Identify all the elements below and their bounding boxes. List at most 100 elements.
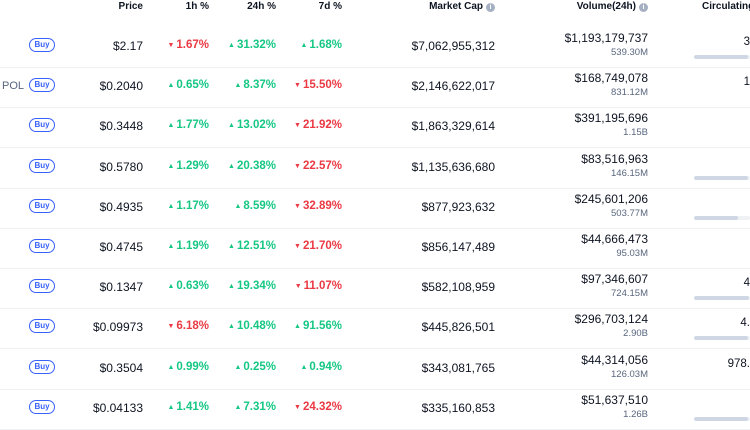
- caret-up-icon: ▲: [234, 363, 242, 371]
- market-cap-value: $856,147,489: [421, 240, 495, 254]
- info-icon[interactable]: i: [486, 3, 495, 12]
- volume-value[interactable]: $296,703,124: [574, 312, 648, 327]
- caret-up-icon: ▲: [234, 82, 242, 90]
- table-row[interactable]: Buy $2.17 ▼ 1.67% ▲ 31.32% ▲ 1.68% $7,062,955,31…: [0, 27, 750, 68]
- change-7d: ▼ 21.70%: [294, 240, 342, 252]
- table-header: Price 1h % 24h % 7d % Market Cap i Volume…: [0, 0, 750, 30]
- change-7d: ▼ 32.89%: [294, 199, 342, 212]
- buy-button[interactable]: Buy: [29, 118, 55, 133]
- coin-symbol: POL: [2, 80, 25, 93]
- buy-button[interactable]: Buy: [29, 319, 55, 334]
- market-cap-value: $445,826,501: [421, 320, 495, 335]
- supply-progress-fill: [694, 215, 738, 220]
- volume-sub-value: 126.03M: [611, 368, 648, 380]
- change-7d: ▼ 21.92%: [294, 119, 342, 132]
- caret-up-icon: ▲: [228, 323, 235, 331]
- price-value: $0.5780: [99, 159, 143, 174]
- circulating-supply-value: 3: [743, 36, 750, 48]
- caret-down-icon: ▼: [294, 162, 301, 170]
- market-cap-value: $1,135,636,680: [411, 159, 495, 174]
- change-24h: ▲ 8.59%: [234, 199, 276, 212]
- header-circulating-supply[interactable]: Circulating: [702, 1, 750, 12]
- volume-value[interactable]: $1,193,179,737: [564, 31, 648, 45]
- header-24h[interactable]: 24h %: [247, 1, 276, 12]
- table-row[interactable]: Buy $0.4935 ▲ 1.17% ▲ 8.59% ▼ 32.89% $877,923,63…: [0, 188, 750, 229]
- change-7d: ▲ 91.56%: [294, 320, 342, 333]
- caret-up-icon: ▲: [167, 82, 175, 90]
- buy-button[interactable]: Buy: [29, 198, 55, 213]
- caret-up-icon: ▲: [228, 162, 235, 170]
- supply-progress-bar: [694, 416, 750, 421]
- buy-button[interactable]: Buy: [29, 78, 55, 93]
- change-24h: ▲ 13.02%: [228, 119, 276, 132]
- buy-button[interactable]: Buy: [29, 359, 55, 374]
- table-row[interactable]: Buy $0.1347 ▲ 0.63% ▲ 19.34% ▼ 11.07% $582,108,9…: [0, 268, 750, 310]
- buy-button[interactable]: Buy: [29, 239, 55, 253]
- supply-progress-bar: [694, 296, 750, 301]
- table-row[interactable]: Buy $0.3504 ▲ 0.99% ▲ 0.25% ▲ 0.94% $343,081,765…: [0, 349, 750, 390]
- supply-progress-bar: [694, 215, 750, 220]
- change-7d: ▼ 15.50%: [294, 79, 342, 92]
- volume-value[interactable]: $44,314,056: [581, 352, 648, 367]
- buy-button[interactable]: Buy: [29, 399, 55, 414]
- table-row[interactable]: Buy $0.5780 ▲ 1.29% ▲ 20.38% ▼ 22.57% $1,135,636…: [0, 148, 750, 189]
- volume-sub-value: 724.15M: [611, 288, 648, 300]
- change-1h: ▲ 1.29%: [167, 159, 209, 172]
- table-row[interactable]: Buy $0.4745 ▲ 1.19% ▲ 12.51% ▼ 21.70% $856,147,4…: [0, 228, 750, 269]
- supply-progress-fill: [694, 416, 748, 421]
- info-icon[interactable]: i: [639, 3, 648, 12]
- buy-button[interactable]: Buy: [29, 279, 55, 294]
- market-cap-value: $582,108,959: [421, 280, 495, 295]
- supply-progress-fill: [694, 296, 749, 301]
- caret-up-icon: ▲: [167, 162, 175, 170]
- volume-value[interactable]: $83,516,963: [581, 151, 648, 166]
- change-24h: ▲ 12.51%: [228, 240, 276, 252]
- change-1h: ▲ 1.41%: [167, 400, 209, 413]
- change-7d: ▼ 24.32%: [294, 400, 342, 413]
- change-7d: ▲ 0.94%: [300, 360, 342, 373]
- header-1h[interactable]: 1h %: [185, 1, 209, 12]
- caret-up-icon: ▲: [228, 243, 235, 250]
- volume-value[interactable]: $245,601,206: [574, 191, 648, 206]
- volume-value[interactable]: $51,637,510: [581, 392, 648, 407]
- volume-sub-value: 539.30M: [611, 47, 648, 58]
- volume-value[interactable]: $97,346,607: [581, 272, 648, 287]
- change-24h: ▲ 19.34%: [228, 280, 276, 293]
- buy-button[interactable]: Buy: [29, 158, 55, 173]
- caret-up-icon: ▲: [167, 403, 175, 411]
- caret-down-icon: ▼: [167, 42, 175, 49]
- caret-up-icon: ▲: [294, 323, 301, 331]
- change-7d: ▼ 22.57%: [294, 159, 342, 172]
- price-value: $0.04133: [92, 400, 143, 415]
- header-price[interactable]: Price: [118, 1, 143, 12]
- price-value: $0.4935: [99, 199, 143, 214]
- circulating-supply-value: 4.: [740, 317, 750, 330]
- change-1h: ▲ 1.17%: [167, 199, 209, 212]
- change-1h: ▲ 0.63%: [167, 280, 209, 293]
- table-row[interactable]: Buy $0.04133 ▲ 1.41% ▲ 7.31% ▼ 24.32% $335,160,8…: [0, 389, 750, 430]
- volume-value[interactable]: $44,666,473: [581, 232, 648, 246]
- caret-down-icon: ▼: [294, 283, 302, 291]
- supply-progress-bar: [694, 175, 750, 180]
- header-volume[interactable]: Volume(24h) i: [520, 0, 648, 14]
- market-cap-value: $7,062,955,312: [411, 39, 495, 53]
- caret-up-icon: ▲: [300, 363, 308, 371]
- caret-up-icon: ▲: [167, 202, 175, 210]
- caret-up-icon: ▲: [228, 283, 235, 291]
- volume-value[interactable]: $168,749,078: [574, 71, 648, 86]
- volume-value[interactable]: $391,195,696: [574, 111, 648, 126]
- caret-up-icon: ▲: [234, 403, 242, 411]
- caret-down-icon: ▼: [294, 122, 301, 130]
- table-row[interactable]: Buy $0.09973 ▼ 6.18% ▲ 10.48% ▲ 91.56% $445,826,…: [0, 308, 750, 350]
- header-7d[interactable]: 7d %: [318, 1, 342, 12]
- buy-button[interactable]: Buy: [29, 38, 55, 52]
- table-row[interactable]: Buy $0.3448 ▲ 1.77% ▲ 13.02% ▼ 21.92% $1,863,329…: [0, 107, 750, 149]
- caret-down-icon: ▼: [167, 323, 175, 331]
- market-cap-value: $343,081,765: [421, 360, 495, 375]
- table-row[interactable]: POL Buy $0.2040 ▲ 0.65% ▲ 8.37% ▼ 15.50% $2,146,6…: [0, 67, 750, 109]
- change-1h: ▲ 1.19%: [167, 240, 209, 252]
- price-value: $0.4745: [99, 240, 143, 254]
- volume-sub-value: 503.77M: [611, 207, 648, 219]
- header-market-cap[interactable]: Market Cap i: [380, 0, 495, 14]
- change-7d: ▼ 11.07%: [294, 280, 342, 293]
